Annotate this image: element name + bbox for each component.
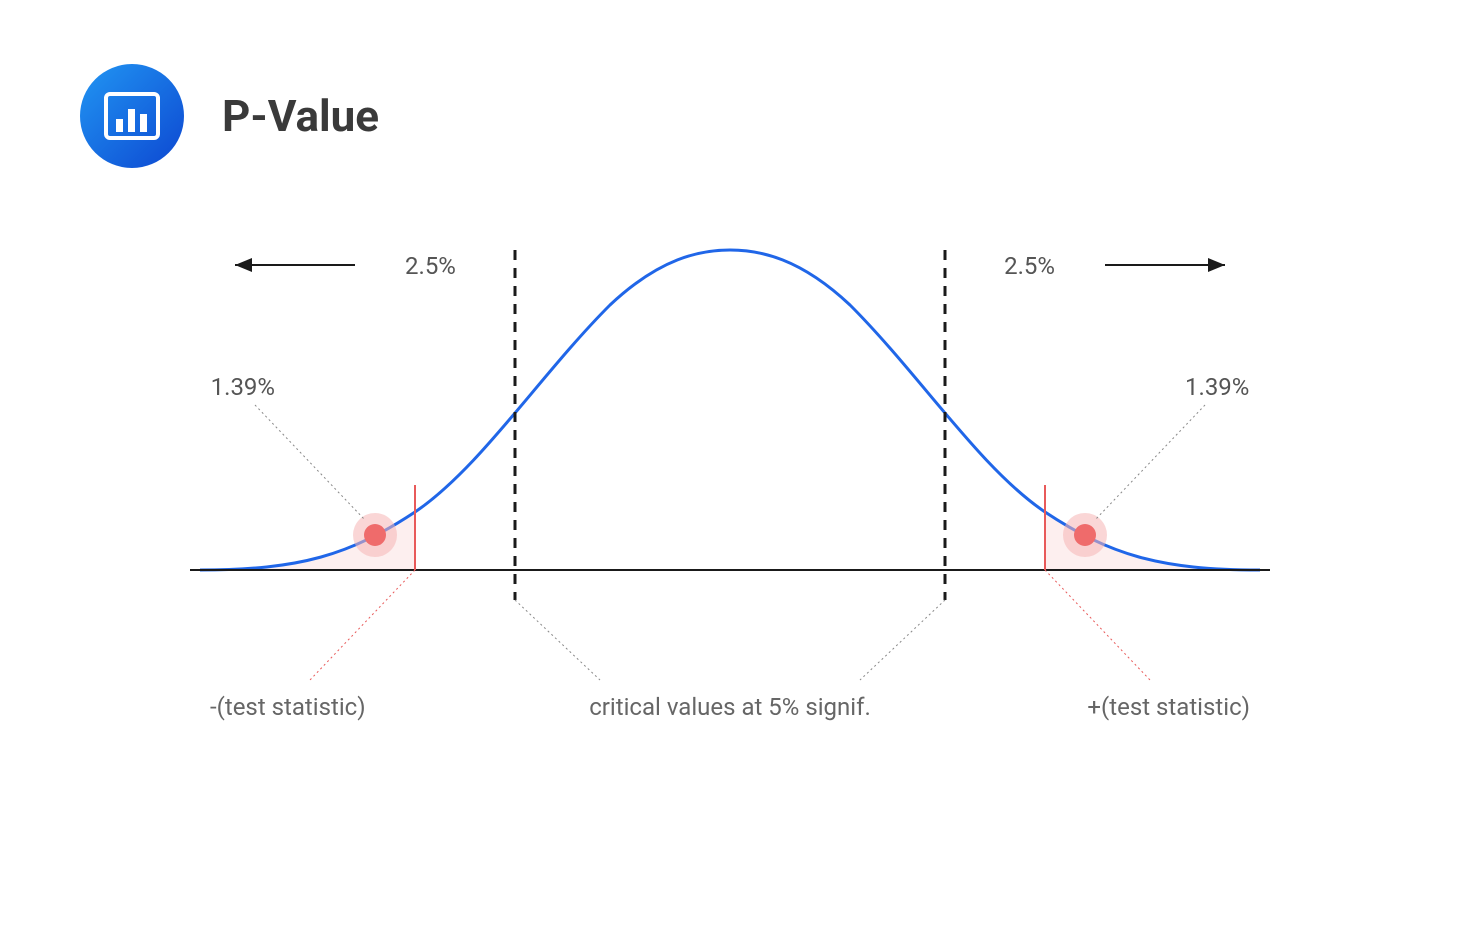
page-title: P-Value [222,90,379,142]
dot-left [364,524,386,546]
right-p-area-label: 1.39% [1185,373,1249,401]
right-tail-pct-label: 2.5% [1004,252,1055,280]
right-p-leader [1095,405,1205,520]
left-bottom-label: -(test statistic) [210,693,366,721]
dot-right [1074,524,1096,546]
center-bottom-leader-right [860,600,945,680]
left-p-area-label: 1.39% [211,373,275,401]
bar-chart-icon [103,91,161,141]
icon-circle [80,64,184,168]
right-bottom-leader [1045,570,1150,680]
left-p-leader [255,405,365,520]
left-bottom-leader [310,570,415,680]
center-bottom-leader-left [515,600,600,680]
right-arrow [1105,258,1225,272]
diagram-svg: 2.5% 2.5% 1.39% 1.39% -(test statistic) … [180,230,1280,780]
left-tail-pct-label: 2.5% [405,252,456,280]
pvalue-diagram: 2.5% 2.5% 1.39% 1.39% -(test statistic) … [180,230,1280,780]
header: P-Value [80,64,379,168]
right-bottom-label: +(test statistic) [1087,693,1250,721]
center-bottom-label: critical values at 5% signif. [589,693,871,721]
left-arrow [235,258,355,272]
